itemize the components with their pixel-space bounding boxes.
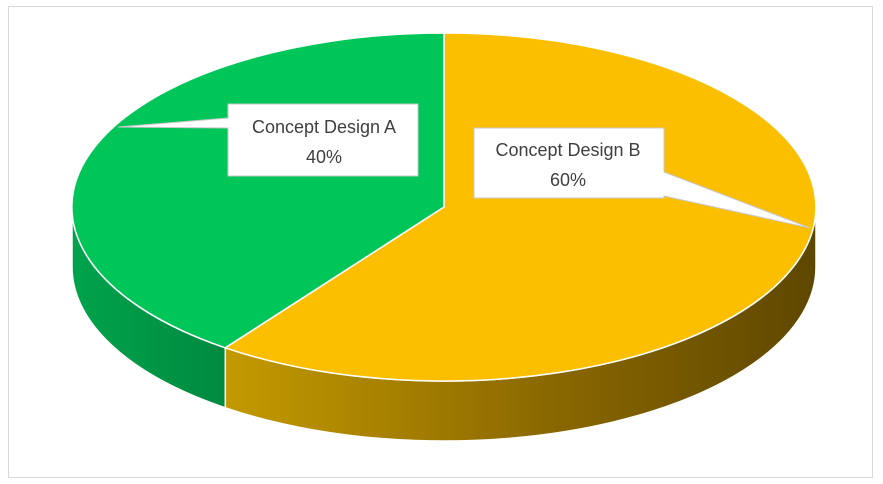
slice-value-concept-design-b: 60%	[550, 170, 586, 190]
pie-slice-concept-design-b[interactable]	[223, 32, 817, 382]
slice-value-concept-design-a: 40%	[306, 147, 342, 167]
callout-concept-design-b: Concept Design B 60%	[473, 127, 811, 229]
slice-label-concept-design-b: Concept Design B	[495, 140, 640, 160]
callout-concept-design-a: Concept Design A 40%	[117, 103, 419, 177]
slice-label-concept-design-a: Concept Design A	[252, 117, 396, 137]
